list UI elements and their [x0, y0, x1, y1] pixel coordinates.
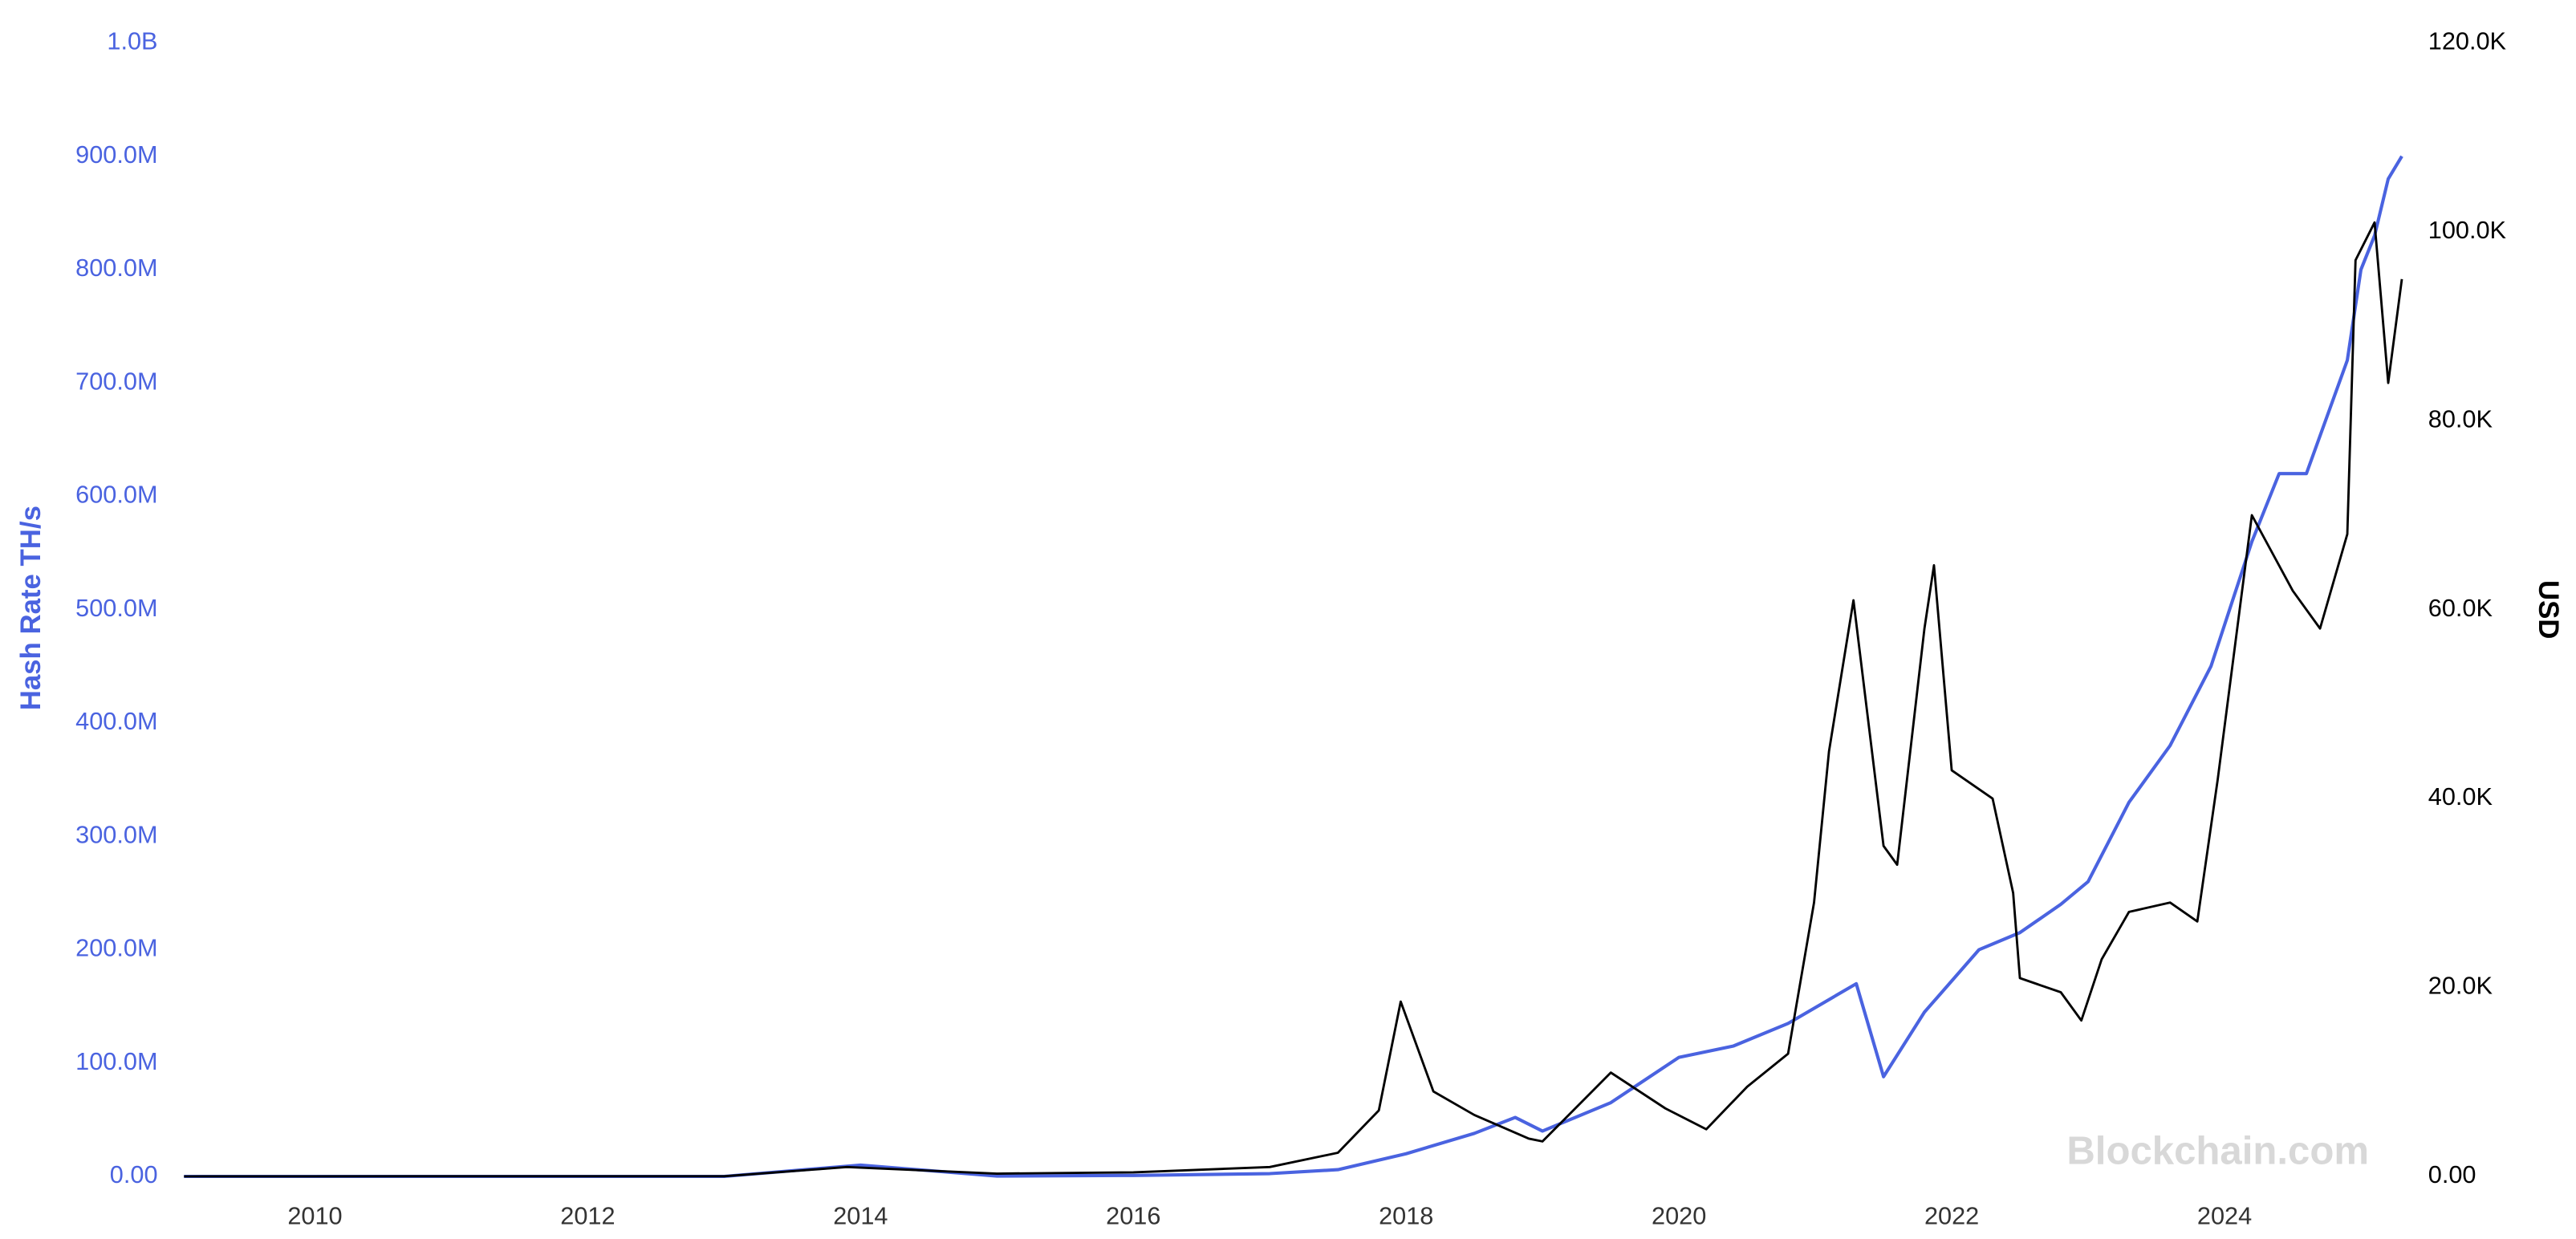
x-tick-label: 2022 [1924, 1201, 1979, 1229]
y-tick-label: 300.0M [75, 820, 157, 848]
x-tick-label: 2010 [287, 1201, 342, 1229]
series-line [184, 155, 2403, 1179]
y2-tick-label: 0.00 [2428, 1160, 2476, 1188]
x-tick-label: 2020 [1652, 1201, 1706, 1229]
y-tick-label: 0.00 [110, 1160, 158, 1188]
y2-axis-title: USD [2533, 580, 2564, 639]
y-tick-label: 100.0M [75, 1047, 157, 1075]
series-line [184, 221, 2403, 1178]
y-tick-label: 200.0M [75, 934, 157, 962]
x-tick-label: 2024 [2197, 1201, 2252, 1229]
y-tick-label: 600.0M [75, 481, 157, 509]
x-tick-label: 2012 [560, 1201, 615, 1229]
y2-tick-label: 100.0K [2428, 216, 2507, 244]
y2-tick-label: 80.0K [2428, 404, 2493, 433]
y2-tick-label: 120.0K [2428, 27, 2507, 55]
x-tick-label: 2014 [833, 1201, 888, 1229]
y2-tick-label: 60.0K [2428, 594, 2493, 622]
y-tick-label: 500.0M [75, 594, 157, 622]
y-tick-label: 1.0B [107, 27, 157, 55]
y2-tick-label: 40.0K [2428, 782, 2493, 810]
y-tick-label: 400.0M [75, 707, 157, 735]
y-axis-title: Hash Rate TH/s [15, 506, 47, 710]
y-tick-label: 800.0M [75, 254, 157, 282]
y2-tick-label: 20.0K [2428, 972, 2493, 1000]
x-tick-label: 2018 [1379, 1201, 1433, 1229]
x-tick-label: 2016 [1106, 1201, 1160, 1229]
y-tick-label: 700.0M [75, 367, 157, 395]
y-tick-label: 900.0M [75, 140, 157, 169]
watermark: Blockchain.com [2066, 1129, 2369, 1172]
